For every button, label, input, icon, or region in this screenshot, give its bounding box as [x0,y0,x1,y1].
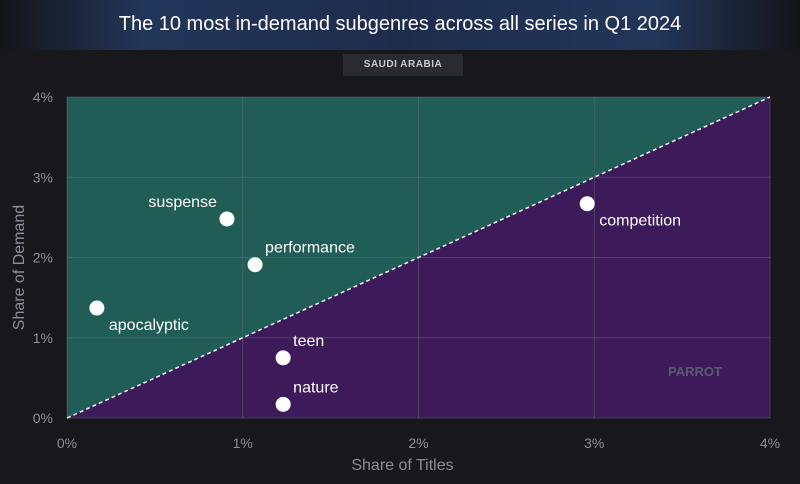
watermark-text: PARROT [668,364,722,379]
reference-line [66,96,771,419]
y-tick-label: 3% [33,169,53,185]
x-tick-label: 2% [408,435,428,451]
x-tick-label: 0% [57,435,77,451]
y-axis-title: Share of Demand [11,205,28,330]
data-point [247,257,263,273]
region-badge: SAUDI ARABIA [343,54,463,76]
data-point [275,396,291,412]
point-label: competition [599,213,681,230]
x-axis-title: Share of Titles [351,457,453,474]
data-point [219,211,235,227]
point-label: suspense [148,194,217,211]
y-tick-label: 2% [33,250,53,266]
data-point [275,350,291,366]
point-label: nature [293,379,338,396]
title-bar [0,0,800,50]
y-tick-label: 4% [33,89,53,105]
chart-title: The 10 most in-demand subgenres across a… [118,13,682,35]
point-label: apocalyptic [109,317,189,334]
data-point [89,300,105,316]
x-tick-label: 3% [584,435,604,451]
point-label: performance [265,240,355,257]
x-tick-label: 1% [233,435,253,451]
point-label: teen [293,333,324,350]
x-tick-label: 4% [760,435,780,451]
y-tick-label: 1% [33,330,53,346]
y-tick-label: 0% [33,410,53,426]
data-point [579,196,595,212]
